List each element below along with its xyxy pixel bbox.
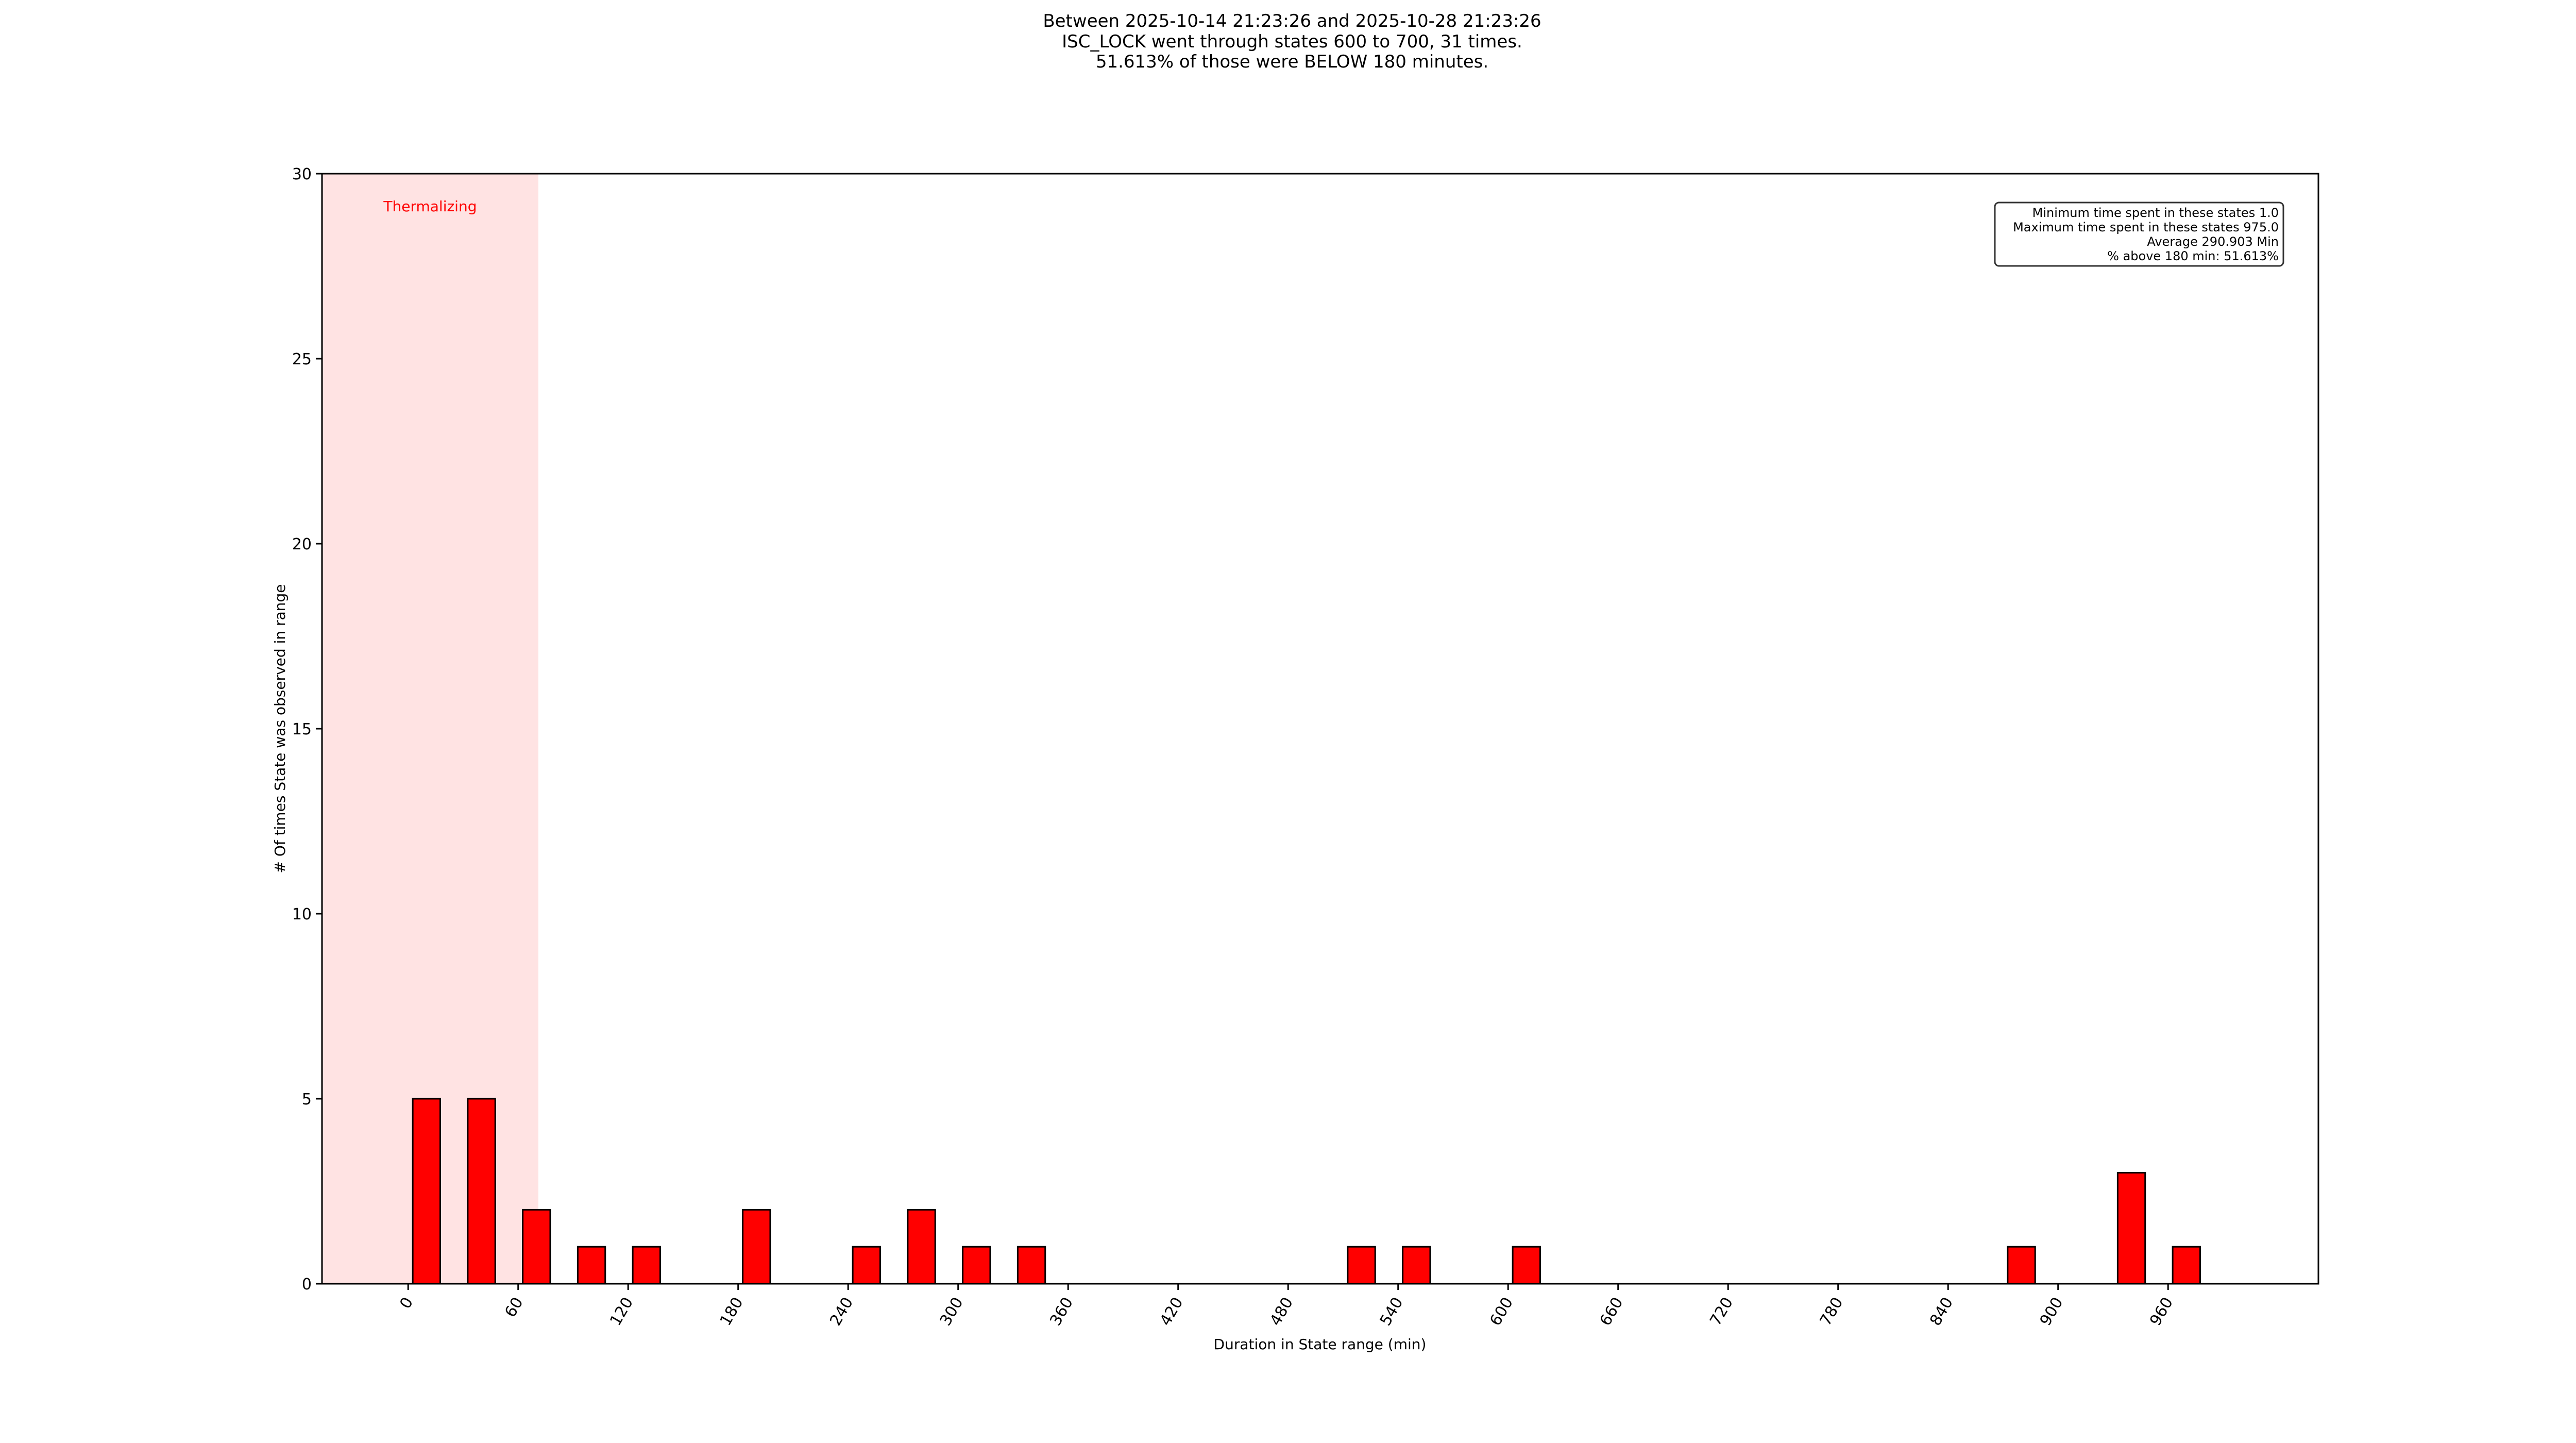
x-axis: 0 60 120 180 240 300 360 420 480 540 600 660 720 780 8…: [396, 1284, 2177, 1329]
bar-70: [522, 1209, 551, 1285]
y-tick-label-5: 5: [302, 1090, 312, 1109]
x-tick-label-360: 360: [1046, 1295, 1077, 1329]
bar-280: [907, 1209, 936, 1285]
x-tick-label-600: 600: [1486, 1295, 1517, 1329]
stats-box-frame: [1994, 202, 2284, 267]
x-axis-label: Duration in State range (min): [1214, 1336, 1427, 1353]
y-axis: 0 5 10 15 20 25 30: [292, 165, 322, 1294]
x-tick-label-60: 60: [501, 1295, 527, 1321]
thermalizing-label: Thermalizing: [383, 198, 477, 215]
y-tick-label-30: 30: [292, 165, 312, 183]
bar-610: [1512, 1246, 1541, 1285]
bar-970: [2172, 1246, 2201, 1285]
bar-340: [1016, 1246, 1046, 1285]
bar-100: [577, 1246, 606, 1285]
x-tick-label-420: 420: [1157, 1295, 1187, 1329]
y-tick-label-15: 15: [292, 720, 312, 739]
stats-percent-above: % above 180 min: 51.613%: [2107, 249, 2279, 263]
x-tick-label-300: 300: [937, 1295, 967, 1329]
bars: [412, 1098, 2201, 1285]
title-line-2: ISC_LOCK went through states 600 to 700,…: [1062, 31, 1522, 52]
x-tick-label-720: 720: [1706, 1295, 1737, 1329]
title-line-1: Between 2025-10-14 21:23:26 and 2025-10-…: [1043, 11, 1541, 31]
bar-880: [2007, 1246, 2036, 1285]
bar-520: [1347, 1246, 1376, 1285]
plot-frame: [321, 173, 2319, 1285]
x-tick-label-780: 780: [1817, 1295, 1847, 1329]
bar-190: [742, 1209, 771, 1285]
x-tick-label-900: 900: [2037, 1295, 2067, 1329]
bar-40: [467, 1098, 496, 1285]
y-tick-label-20: 20: [292, 535, 312, 553]
y-axis-label: # Of times State was observed in range: [272, 584, 289, 873]
chart-title: Between 2025-10-14 21:23:26 and 2025-10-…: [1043, 11, 1541, 72]
x-tick-label-840: 840: [1926, 1295, 1957, 1329]
y-tick-label-25: 25: [292, 350, 312, 368]
y-tick-label-0: 0: [302, 1276, 312, 1294]
x-tick-label-180: 180: [717, 1295, 747, 1329]
stats-max: Maximum time spent in these states 975.0: [2013, 220, 2279, 234]
bar-550: [1402, 1246, 1431, 1285]
bar-250: [852, 1246, 882, 1285]
bar-310: [962, 1246, 991, 1285]
bar-10: [412, 1098, 442, 1285]
x-tick-label-240: 240: [826, 1295, 857, 1329]
bar-940: [2116, 1172, 2146, 1285]
x-tick-label-660: 660: [1597, 1295, 1627, 1329]
x-tick-label-120: 120: [606, 1295, 637, 1329]
x-tick-label-480: 480: [1266, 1295, 1297, 1329]
bar-130: [632, 1246, 662, 1285]
x-tick-label-540: 540: [1377, 1295, 1407, 1329]
stats-min: Minimum time spent in these states 1.0: [2032, 206, 2279, 220]
x-tick-label-0: 0: [396, 1295, 417, 1312]
stats-average: Average 290.903 Min: [2147, 234, 2279, 249]
title-line-3: 51.613% of those were BELOW 180 minutes.: [1096, 52, 1488, 72]
x-tick-label-960: 960: [2146, 1295, 2177, 1329]
stats-box: Minimum time spent in these states 1.0 M…: [1994, 202, 2284, 267]
y-tick-label-10: 10: [292, 905, 312, 924]
